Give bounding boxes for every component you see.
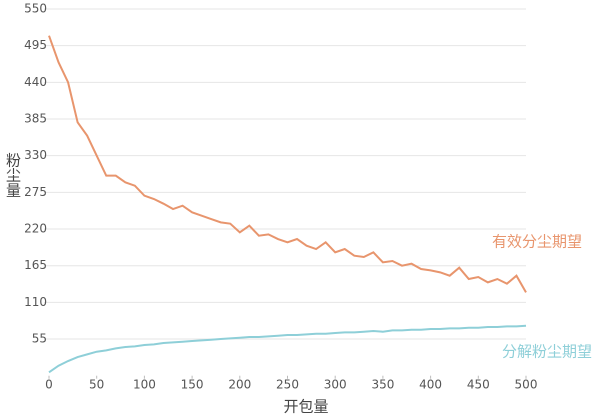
x-tick-label: 100 <box>133 378 156 392</box>
y-tick-label: 440 <box>24 75 47 89</box>
y-tick-label: 220 <box>24 222 47 236</box>
x-tick-label: 450 <box>467 378 490 392</box>
x-tick-label: 500 <box>515 378 538 392</box>
series-line <box>48 35 527 293</box>
y-axis-label: 粉尘量 <box>4 153 22 198</box>
x-tick-label: 400 <box>419 378 442 392</box>
x-tick-label: 250 <box>276 378 299 392</box>
x-tick-label: 200 <box>228 378 251 392</box>
x-tick-label: 350 <box>371 378 394 392</box>
y-tick-label: 495 <box>24 38 47 52</box>
series-label: 有效分尘期望 <box>492 233 582 251</box>
x-tick-label: 150 <box>181 378 204 392</box>
series-label: 分解粉尘期望 <box>502 343 592 361</box>
y-tick-label: 55 <box>32 332 47 346</box>
x-tick-label: 0 <box>45 378 53 392</box>
y-tick-label: 330 <box>24 148 47 162</box>
x-tick-label: 50 <box>89 378 104 392</box>
y-tick-label: 550 <box>24 2 47 16</box>
series-line <box>48 324 527 374</box>
y-tick-label: 275 <box>24 185 47 199</box>
y-tick-label: 110 <box>24 295 47 309</box>
x-tick-label: 300 <box>324 378 347 392</box>
y-tick-label: 385 <box>24 112 47 126</box>
y-tick-label: 165 <box>24 258 47 272</box>
x-axis-label: 开包量 <box>283 398 328 416</box>
